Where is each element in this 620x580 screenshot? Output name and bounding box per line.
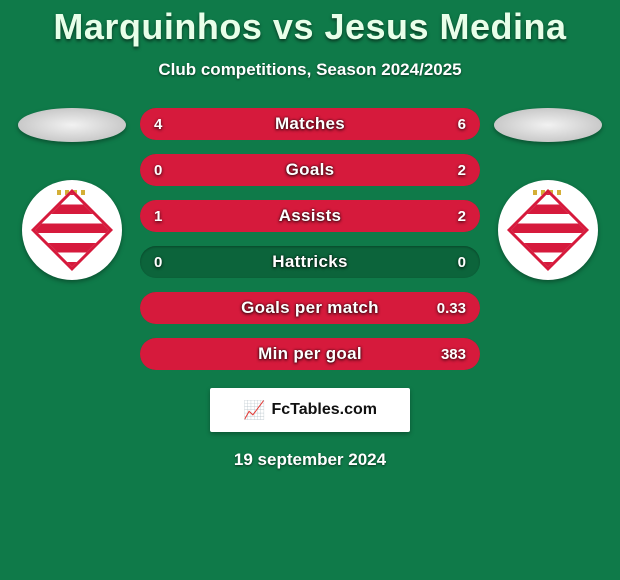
right-player-col: [488, 108, 608, 280]
stat-bar: Matches4 6: [140, 108, 480, 140]
stat-right-value: 383: [427, 338, 480, 370]
chart-icon: 📈: [243, 401, 265, 419]
page-title: Marquinhos vs Jesus Medina: [53, 6, 566, 48]
stat-left-value: 0: [140, 154, 176, 186]
left-club-emblem: [31, 189, 113, 271]
stats-column: Matches46Goals02Assists12Hattricks00Goal…: [140, 108, 480, 370]
stat-left-value: [140, 292, 168, 324]
stat-left-value: [140, 338, 168, 370]
stat-bar: Hattricks0 0: [140, 246, 480, 278]
comparison-card: Marquinhos vs Jesus Medina Club competit…: [0, 0, 620, 580]
attribution-badge: 📈 FcTables.com: [210, 388, 410, 432]
stat-bar: Min per goal383: [140, 338, 480, 370]
stat-right-value: 2: [444, 200, 480, 232]
stat-left-value: 1: [140, 200, 176, 232]
stat-label: Hattricks: [140, 246, 480, 278]
left-player-photo-placeholder: [18, 108, 126, 142]
stat-bar: Goals per match0.33: [140, 292, 480, 324]
stat-label: Matches: [140, 108, 480, 140]
stat-right-value: 0.33: [423, 292, 480, 324]
main-row: Matches46Goals02Assists12Hattricks00Goal…: [0, 108, 620, 370]
stat-right-value: 6: [444, 108, 480, 140]
date-line: 19 september 2024: [234, 450, 386, 470]
right-player-photo-placeholder: [494, 108, 602, 142]
left-player-col: [12, 108, 132, 280]
stat-bar: Assists1 2: [140, 200, 480, 232]
right-club-emblem: [507, 189, 589, 271]
stat-left-value: 4: [140, 108, 176, 140]
stat-right-value: 2: [444, 154, 480, 186]
stat-left-value: 0: [140, 246, 176, 278]
stat-label: Goals: [140, 154, 480, 186]
stat-label: Assists: [140, 200, 480, 232]
stat-right-value: 0: [444, 246, 480, 278]
attribution-text: FcTables.com: [271, 401, 377, 419]
right-club-badge: [498, 180, 598, 280]
subtitle: Club competitions, Season 2024/2025: [158, 60, 461, 80]
stat-bar: Goals0 2: [140, 154, 480, 186]
left-club-badge: [22, 180, 122, 280]
